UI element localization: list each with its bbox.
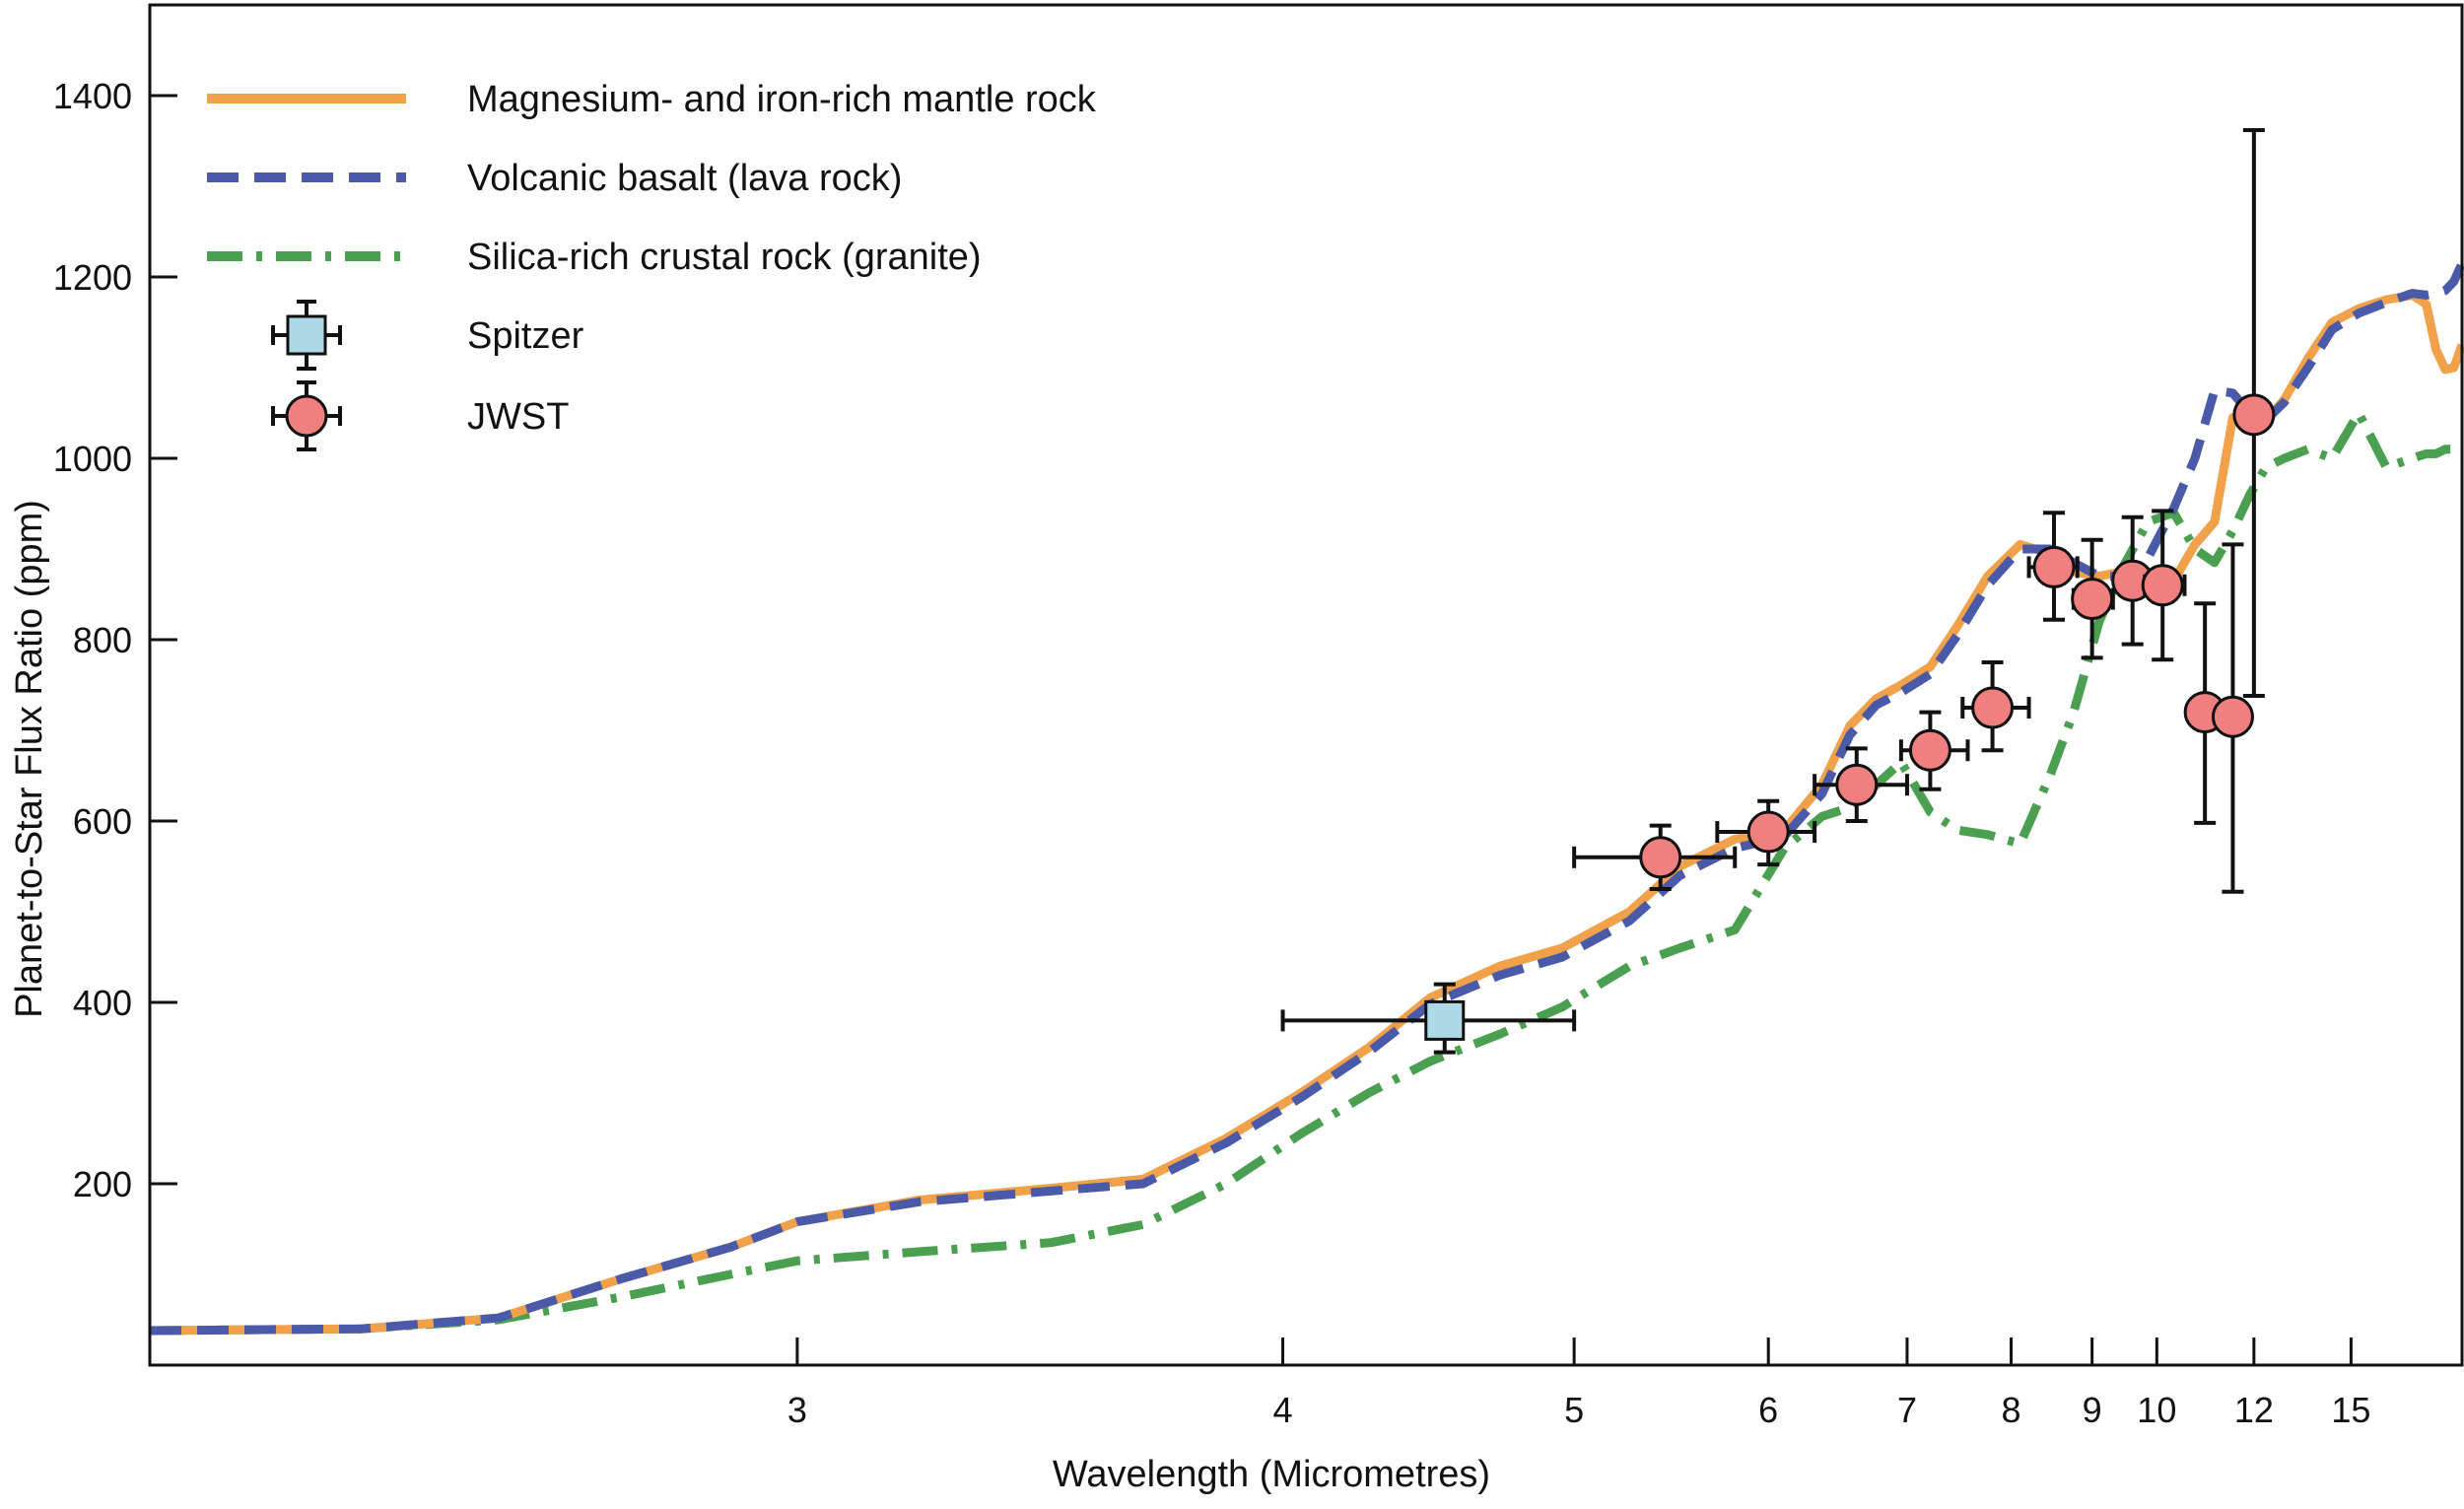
x-tick-label: 10: [2137, 1390, 2176, 1430]
y-axis-ticks: 200 400 600 800 1000 1200 1400: [53, 76, 177, 1204]
data-point: [2232, 393, 2276, 437]
x-tick-label: 7: [1897, 1390, 1917, 1430]
series-line: [149, 261, 2464, 1336]
x-tick-label: 15: [2331, 1390, 2370, 1430]
y-tick-label: 200: [73, 1164, 132, 1204]
x-tick-label: 3: [787, 1390, 807, 1430]
x-axis-title: Wavelength (Micrometres): [1053, 1454, 1490, 1495]
legend-marker: [285, 394, 328, 438]
legend-label: Magnesium- and iron-rich mantle rock: [467, 79, 1097, 120]
data-point: [2141, 564, 2184, 607]
x-tick-label: 9: [2083, 1390, 2102, 1430]
x-tick-label: 5: [1564, 1390, 1584, 1430]
y-tick-label: 800: [73, 620, 132, 660]
y-tick-label: 400: [73, 983, 132, 1023]
x-tick-label: 6: [1758, 1390, 1778, 1430]
data-point: [2071, 578, 2114, 621]
legend-marker: [286, 314, 327, 356]
legend-label: Spitzer: [467, 315, 584, 357]
data-point: [1971, 686, 2015, 729]
x-axis-ticks: 3 4 5 6 7 8 9 10 12 15: [787, 1338, 2370, 1430]
legend-label: Silica-rich crustal rock (granite): [467, 237, 982, 278]
x-tick-label: 12: [2234, 1390, 2274, 1430]
legend: Magnesium- and iron-rich mantle rock Volc…: [207, 79, 1097, 451]
data-point: [1639, 836, 1682, 879]
x-tick-label: 4: [1273, 1390, 1293, 1430]
x-tick-label: 8: [2002, 1390, 2021, 1430]
y-tick-label: 1200: [53, 257, 132, 298]
legend-label: JWST: [467, 396, 569, 438]
y-tick-label: 1000: [53, 439, 132, 479]
data-point: [2032, 545, 2076, 588]
model-lines: [149, 261, 2464, 1336]
data-point: [1746, 810, 1790, 854]
plot-frame: [148, 3, 2464, 1367]
y-axis-title: Planet-to-Star Flux Ratio (ppm): [9, 500, 50, 1018]
observation-points: [1280, 127, 2276, 1055]
data-point: [1908, 728, 1951, 772]
legend-label: Volcanic basalt (lava rock): [467, 158, 902, 199]
data-point: [2211, 695, 2254, 738]
y-tick-label: 600: [73, 801, 132, 842]
data-point: [1424, 999, 1466, 1041]
data-point: [1835, 763, 1879, 806]
y-tick-label: 1400: [53, 76, 132, 116]
